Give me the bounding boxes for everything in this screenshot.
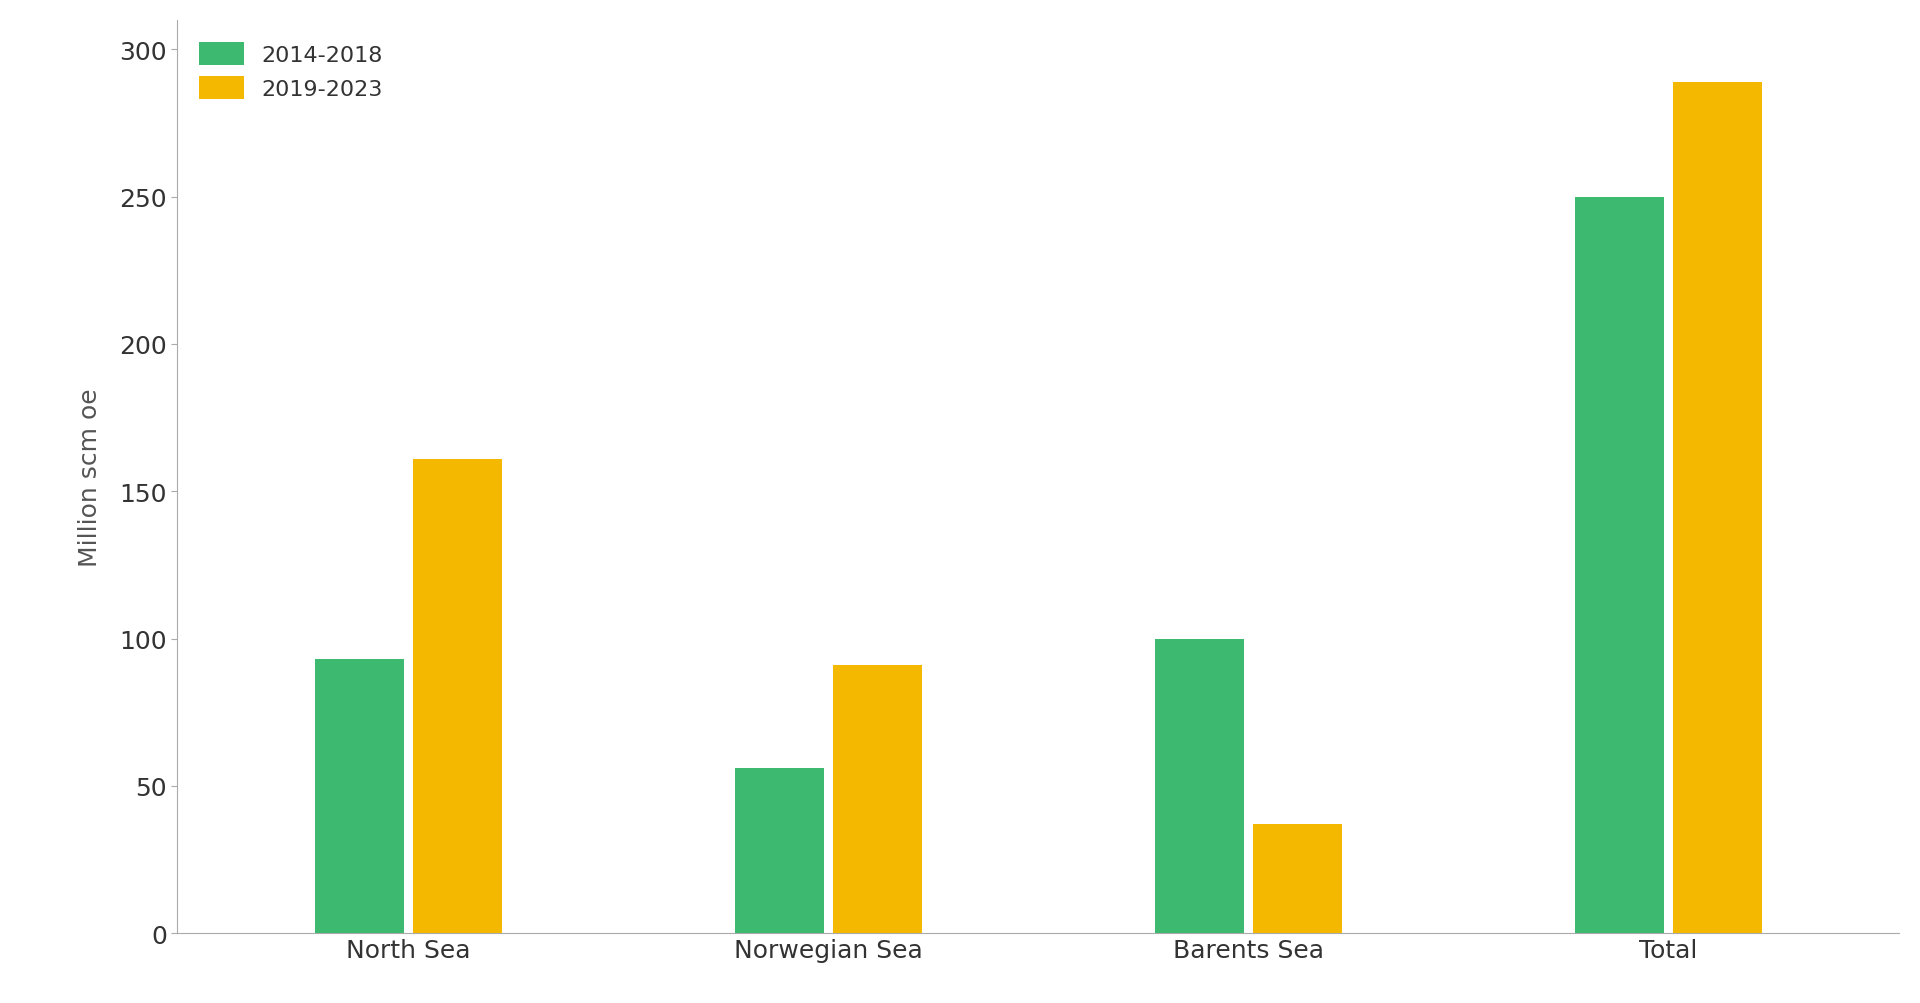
Legend: 2014-2018, 2019-2023: 2014-2018, 2019-2023 (188, 32, 394, 111)
Bar (315, 660, 403, 934)
Bar (735, 768, 824, 934)
Y-axis label: Million scm oe: Million scm oe (79, 388, 102, 567)
Bar (833, 665, 922, 934)
Bar (1154, 639, 1244, 934)
Bar (1672, 82, 1761, 934)
Bar (413, 459, 501, 934)
Bar (1254, 824, 1342, 934)
Bar (1574, 198, 1663, 934)
